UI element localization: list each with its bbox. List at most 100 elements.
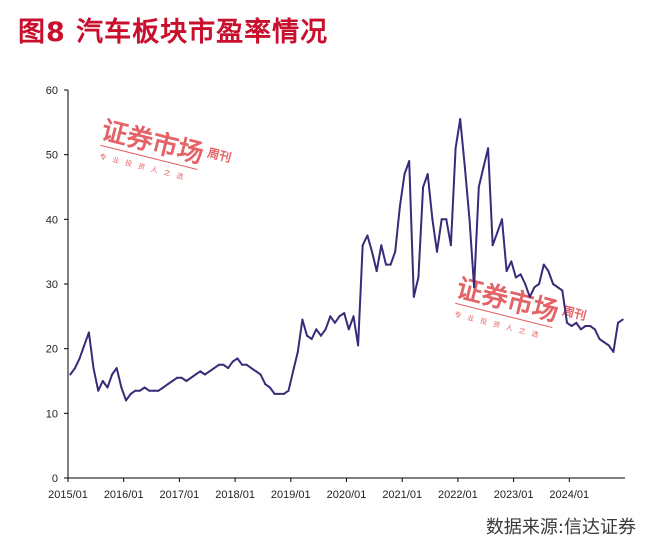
data-points <box>69 118 624 402</box>
data-point <box>152 389 155 392</box>
data-point <box>310 338 313 340</box>
y-tick-label: 40 <box>46 214 58 226</box>
watermark-stamp: 证券市场 周刊专 业 投 资 人 之 选 <box>98 115 232 182</box>
x-tick-label: 2015/01 <box>48 489 88 500</box>
data-point <box>157 389 160 392</box>
data-point <box>87 331 90 334</box>
data-point <box>264 383 267 386</box>
data-point <box>282 392 285 395</box>
y-tick-label: 10 <box>46 408 58 420</box>
data-point <box>347 328 350 331</box>
data-point <box>422 186 425 188</box>
data-point <box>552 283 555 285</box>
data-point <box>617 321 619 324</box>
data-point <box>69 373 72 376</box>
data-point <box>148 389 151 392</box>
data-point <box>380 244 383 247</box>
data-point <box>273 392 276 395</box>
data-point <box>287 389 290 392</box>
data-point <box>385 263 387 266</box>
data-point <box>83 344 86 347</box>
data-point <box>125 399 127 402</box>
data-point <box>514 276 517 279</box>
data-point <box>92 367 95 370</box>
data-point <box>250 367 253 370</box>
data-point <box>361 244 364 247</box>
data-point <box>454 147 457 150</box>
data-point <box>74 367 76 370</box>
data-point <box>403 173 406 176</box>
x-axis-ticks: 2015/01 2016/01 2017/01 2018/01 2019/01 2020/… <box>48 478 589 500</box>
data-source: 数据来源:信达证券 <box>485 517 636 538</box>
data-point <box>245 363 248 366</box>
data-point <box>487 147 490 150</box>
data-point <box>278 392 281 395</box>
data-point <box>306 334 308 337</box>
data-point <box>510 260 513 263</box>
x-tick-label: 2022/01 <box>438 489 478 500</box>
y-axis-ticks: 0 10 20 30 40 50 60 <box>46 85 68 485</box>
data-point <box>101 380 104 382</box>
data-point <box>176 376 179 379</box>
data-point <box>190 376 192 379</box>
data-point <box>426 173 429 176</box>
data-point <box>259 373 262 376</box>
y-tick-label: 30 <box>46 279 58 291</box>
data-point <box>533 286 536 289</box>
data-point <box>436 250 438 253</box>
data-point <box>621 318 624 321</box>
watermark-stamp: 证券市场 周刊专 业 投 资 人 之 选 <box>453 273 587 340</box>
data-point <box>268 386 271 389</box>
data-point <box>78 357 81 360</box>
data-point <box>538 283 541 285</box>
data-point <box>440 218 443 221</box>
data-point <box>111 373 114 376</box>
data-point <box>338 315 341 318</box>
x-tick-label: 2021/01 <box>382 489 422 500</box>
data-point <box>598 338 601 340</box>
data-point <box>524 283 527 285</box>
y-tick-label: 0 <box>52 473 58 485</box>
data-point <box>584 325 587 327</box>
data-point <box>301 318 304 321</box>
data-point <box>566 321 568 324</box>
data-point <box>482 166 485 169</box>
watermark-rule <box>100 144 198 170</box>
data-point <box>292 370 295 373</box>
data-point <box>431 218 434 221</box>
data-point <box>343 312 346 315</box>
data-point <box>324 328 327 331</box>
data-point <box>143 386 146 389</box>
data-point <box>575 321 578 324</box>
data-point <box>162 386 165 389</box>
data-point <box>171 380 174 382</box>
data-point <box>528 295 531 298</box>
data-point <box>556 286 559 289</box>
data-point <box>542 263 545 266</box>
data-point <box>561 289 564 292</box>
data-point <box>208 370 211 373</box>
data-point <box>398 205 401 208</box>
data-point <box>236 357 239 360</box>
data-point <box>106 386 109 389</box>
data-point <box>612 350 615 353</box>
data-point <box>589 325 592 327</box>
data-point <box>449 244 452 247</box>
data-point <box>491 244 494 247</box>
x-tick-label: 2016/01 <box>104 489 144 500</box>
data-point <box>468 218 471 221</box>
data-point <box>320 334 322 337</box>
data-point <box>213 367 216 370</box>
data-point <box>496 231 499 234</box>
data-point <box>394 250 397 253</box>
x-tick-label: 2019/01 <box>271 489 311 500</box>
data-point <box>138 389 141 392</box>
data-point <box>477 186 480 188</box>
data-point <box>357 344 360 347</box>
data-point <box>463 166 466 169</box>
data-point <box>199 370 202 373</box>
x-tick-label: 2018/01 <box>215 489 255 500</box>
y-tick-label: 60 <box>46 85 58 97</box>
data-point <box>417 276 420 279</box>
data-point <box>412 295 415 298</box>
